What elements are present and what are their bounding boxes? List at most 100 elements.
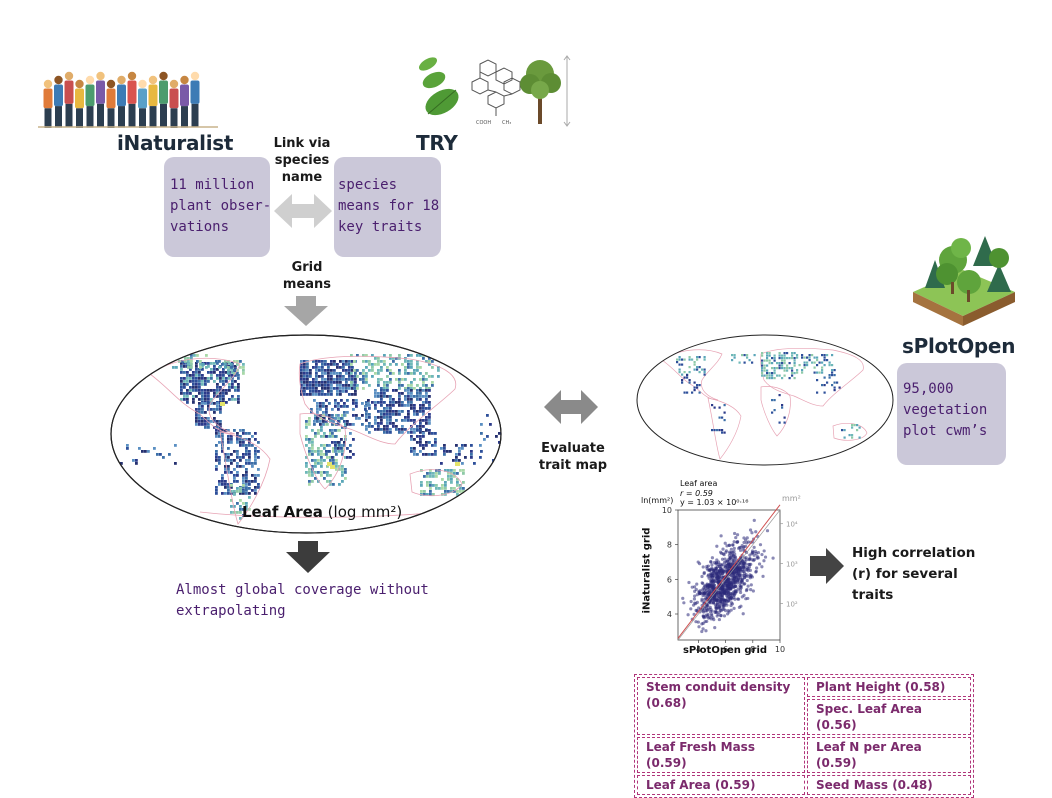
map-cell <box>434 438 437 441</box>
map-cell <box>315 372 318 375</box>
map-cell <box>254 480 257 483</box>
map-cell <box>195 380 198 383</box>
map-cell <box>778 352 781 355</box>
map-cell <box>721 429 724 432</box>
coastline-small <box>661 348 868 460</box>
map-cell <box>210 408 213 411</box>
map-cell <box>723 419 726 422</box>
map-cell <box>348 369 351 372</box>
map-cell <box>422 384 425 387</box>
scatter-point <box>716 562 720 567</box>
map-cell <box>245 444 248 447</box>
map-cell <box>691 358 694 361</box>
scatter-header-title: Leaf area <box>680 479 718 488</box>
map-cell <box>314 414 317 417</box>
map-cell <box>404 378 407 381</box>
map-cell <box>342 384 345 387</box>
map-cell <box>355 417 358 420</box>
map-cell <box>224 486 227 489</box>
map-cell <box>398 398 401 401</box>
map-cell <box>428 401 431 404</box>
map-cell <box>224 492 227 495</box>
map-cell <box>340 438 343 441</box>
map-cell <box>180 377 183 380</box>
scatter-point <box>703 620 707 624</box>
map-cell <box>851 436 854 439</box>
map-cell <box>234 389 237 392</box>
map-cell <box>455 444 458 447</box>
map-cell <box>201 365 204 368</box>
map-cell <box>386 413 389 416</box>
map-cell <box>851 426 854 429</box>
map-cell <box>251 465 254 468</box>
map-cell <box>237 383 240 386</box>
map-cell <box>778 421 781 424</box>
map-cell <box>389 422 392 425</box>
map-cell <box>303 378 306 381</box>
coverage-arrow <box>286 541 330 573</box>
map-cell <box>303 393 306 396</box>
map-cell <box>339 381 342 384</box>
map-cell <box>723 404 726 407</box>
map-cell <box>371 425 374 428</box>
map-cell <box>413 407 416 410</box>
map-cell <box>349 456 352 459</box>
map-cell <box>227 465 230 468</box>
map-cell <box>410 431 413 434</box>
map-cell <box>386 375 389 378</box>
scatter-point <box>730 582 734 586</box>
map-cell <box>224 366 227 369</box>
scatter-point <box>729 592 734 596</box>
map-cell <box>248 453 251 456</box>
coverage-text: Almost global coverage without extrapola… <box>176 582 429 619</box>
map-cell <box>322 411 325 414</box>
map-cell <box>781 377 784 380</box>
leaf-icon <box>418 57 459 116</box>
map-cell <box>486 414 489 417</box>
map-cell <box>456 478 459 481</box>
forest-illustration <box>913 236 1015 326</box>
map-cell <box>425 441 428 444</box>
map-cell <box>773 354 776 357</box>
map-cell <box>312 378 315 381</box>
map-cell <box>213 371 216 374</box>
scatter-point <box>726 559 730 563</box>
fit-line <box>677 504 781 639</box>
map-cell <box>326 456 329 459</box>
map-cell <box>410 398 413 401</box>
map-cell <box>416 453 419 456</box>
map-cell <box>364 405 367 408</box>
map-cell <box>183 362 186 365</box>
map-cell <box>326 444 329 447</box>
map-cell <box>447 478 450 481</box>
person-figure <box>169 79 179 128</box>
map-cell <box>843 429 846 432</box>
map-cell <box>398 428 401 431</box>
map-cell <box>428 360 431 363</box>
map-cell <box>120 462 123 465</box>
scatter-point <box>735 533 740 537</box>
map-cell <box>419 419 422 422</box>
map-cell <box>413 450 416 453</box>
map-cell <box>257 486 260 489</box>
scatter-point <box>730 557 734 561</box>
map-cell <box>398 401 401 404</box>
map-cell <box>257 450 260 453</box>
map-cell <box>195 362 198 365</box>
map-cell <box>711 429 714 432</box>
map-cell <box>781 354 784 357</box>
map-cell <box>358 417 361 420</box>
map-cell <box>207 402 210 405</box>
map-cell <box>773 367 776 370</box>
map-cell <box>383 387 386 390</box>
map-cell <box>410 407 413 410</box>
map-cell <box>308 471 311 474</box>
map-cell <box>410 419 413 422</box>
map-cell <box>228 389 231 392</box>
map-cell <box>349 432 352 435</box>
map-cell <box>329 429 332 432</box>
map-cell <box>703 373 706 376</box>
map-cell <box>314 432 317 435</box>
map-cell <box>766 359 769 362</box>
map-cell <box>186 395 189 398</box>
